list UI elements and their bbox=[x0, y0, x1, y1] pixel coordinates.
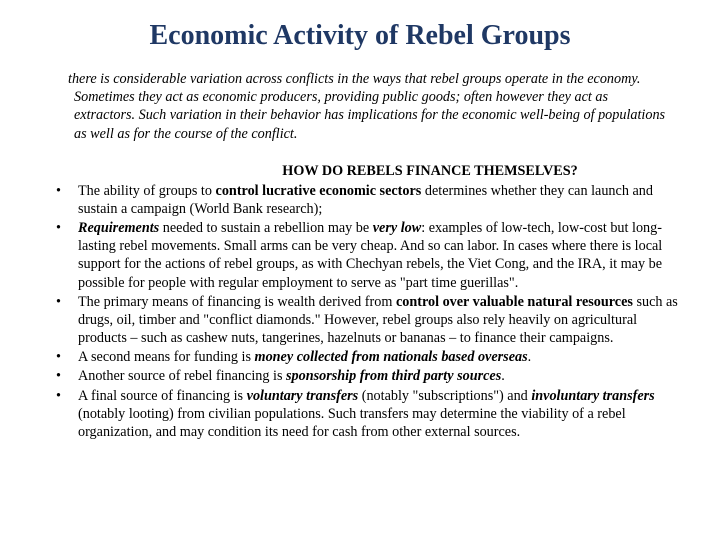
list-item: Another source of rebel financing is spo… bbox=[52, 367, 680, 385]
text: Another source of rebel financing is bbox=[78, 368, 286, 384]
bold-text: control over valuable natural resources bbox=[396, 294, 633, 310]
section-heading: HOW DO REBELS FINANCE THEMSELVES? bbox=[180, 163, 680, 180]
intro-paragraph: there is considerable variation across c… bbox=[54, 70, 672, 143]
list-item: The ability of groups to control lucrati… bbox=[52, 182, 680, 218]
bolditalic-text: very low bbox=[373, 220, 421, 236]
page-title: Economic Activity of Rebel Groups bbox=[80, 20, 640, 52]
bullet-list: The ability of groups to control lucrati… bbox=[40, 182, 680, 441]
text: . bbox=[501, 368, 505, 384]
bolditalic-text: Requirements bbox=[78, 220, 159, 236]
list-item: A final source of financing is voluntary… bbox=[52, 387, 680, 442]
bold-text: control lucrative economic sectors bbox=[216, 183, 422, 199]
list-item: Requirements needed to sustain a rebelli… bbox=[52, 219, 680, 292]
list-item: The primary means of financing is wealth… bbox=[52, 293, 680, 348]
text: (notably looting) from civilian populati… bbox=[78, 406, 626, 440]
intro-text: here is considerable variation across co… bbox=[72, 71, 665, 142]
text: needed to sustain a rebellion may be bbox=[159, 220, 373, 236]
text: (notably "subscriptions") and bbox=[358, 388, 531, 404]
bolditalic-text: sponsorship from third party sources bbox=[286, 368, 501, 384]
text: A final source of financing is bbox=[78, 388, 247, 404]
text: The ability of groups to bbox=[78, 183, 216, 199]
text: A second means for funding is bbox=[78, 349, 255, 365]
list-item: A second means for funding is money coll… bbox=[52, 348, 680, 366]
bolditalic-text: voluntary transfers bbox=[247, 388, 359, 404]
text: . bbox=[528, 349, 532, 365]
bolditalic-text: involuntary transfers bbox=[531, 388, 654, 404]
text: The primary means of financing is wealth… bbox=[78, 294, 396, 310]
bolditalic-text: money collected from nationals based ove… bbox=[255, 349, 528, 365]
